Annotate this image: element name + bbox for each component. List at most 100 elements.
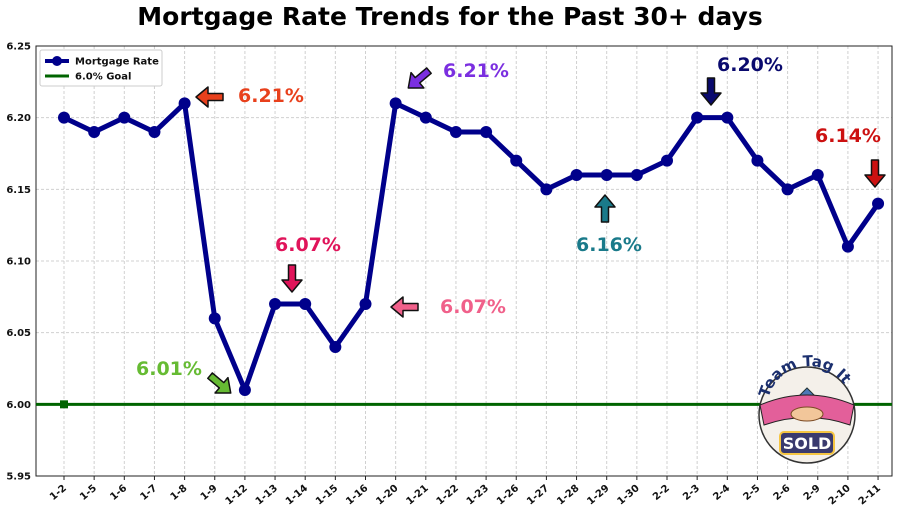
data-point-2-10: [841, 240, 854, 253]
legend-box: [39, 49, 163, 87]
x-tick-label: 1-8: [169, 483, 190, 503]
x-tick-label: 1-28: [555, 483, 581, 508]
data-point-2-2: [661, 154, 673, 167]
series-line-mortgage-rate: [62, 100, 881, 393]
data-point-1-12: [238, 384, 251, 396]
x-tick-label: 1-30: [616, 483, 642, 508]
data-point-1-14: [299, 298, 312, 310]
data-point-2-6: [781, 183, 794, 196]
annotation-label: 6.20%: [717, 54, 783, 76]
sold-badge: [779, 431, 835, 455]
data-point-1-23: [480, 126, 493, 138]
arrow-shape: [594, 194, 616, 223]
y-axis-ticks: 5.95 6.00 6.05 6.10 6.15 6.20 6.25: [6, 42, 31, 483]
arrow-icon: [864, 159, 886, 188]
annotations-group: 6.21% 6.01% 6.07% 6.07% 6.21% 6.16% 6.20% 6.14%: [136, 54, 886, 394]
x-tick-label: 2-5: [741, 483, 762, 503]
x-tick-label: 1-13: [254, 483, 280, 508]
data-point-1-28: [570, 169, 583, 181]
sold-text: SOLD: [783, 434, 832, 453]
data-point-1-20: [389, 97, 402, 110]
arrow-icon: [700, 77, 722, 106]
arrow-icon: [195, 86, 224, 108]
arrow-shape: [407, 67, 432, 89]
data-point-1-7: [148, 126, 161, 138]
chart-title: Mortgage Rate Trends for the Past 30+ da…: [137, 2, 763, 31]
arrow-icon: [594, 194, 616, 223]
y-tick-label: 6.05: [6, 328, 31, 339]
legend-label-goal: 6.0% Goal: [75, 72, 131, 83]
annotation-label: 6.21%: [443, 60, 509, 82]
x-tick-label: 2-10: [827, 483, 853, 508]
y-tick-label: 6.25: [6, 42, 31, 53]
x-tick-label: 1-21: [404, 483, 430, 508]
data-point-2-3: [691, 111, 704, 124]
x-tick-label: 2-9: [802, 483, 823, 503]
data-point-1-16: [359, 298, 372, 310]
x-tick-label: 1-16: [344, 483, 370, 508]
data-point-1-29: [600, 169, 613, 181]
x-tick-label: 1-27: [525, 483, 551, 508]
data-point-1-5: [88, 126, 101, 138]
data-point-1-21: [419, 111, 432, 124]
x-tick-label: 1-7: [138, 483, 159, 503]
data-point-2-5: [751, 154, 764, 167]
data-point-1-6: [118, 111, 131, 124]
plot-frame: [35, 45, 893, 477]
arrow-shape: [700, 77, 722, 106]
x-tick-label: 1-23: [465, 483, 491, 508]
data-point-1-8: [178, 97, 191, 110]
arrow-icon: [407, 67, 432, 89]
arrow-shape: [207, 372, 232, 394]
arrow-shape: [390, 296, 419, 318]
annotation-label: 6.01%: [136, 358, 202, 380]
y-tick-label: 5.95: [6, 472, 31, 483]
x-tick-label: 1-15: [314, 483, 340, 508]
x-tick-label: 2-4: [711, 483, 732, 503]
x-tick-label: 1-5: [78, 483, 99, 503]
data-point-1-9: [208, 312, 221, 325]
arrow-icon: [390, 296, 419, 318]
data-point-1-22: [449, 126, 462, 138]
annotation-label: 6.14%: [815, 125, 881, 147]
data-point-2-4: [721, 111, 734, 124]
arrow-shape: [195, 86, 224, 108]
x-axis-ticks: 1-2 1-5 1-6 1-7 1-8 1-9 1-12 1-13 1-14 1-15 1-16 1-…: [48, 476, 883, 507]
y-tick-label: 6.20: [6, 113, 31, 124]
annotation-label: 6.21%: [238, 85, 304, 107]
x-tick-label: 1-26: [495, 483, 521, 508]
goal-marker: [60, 400, 68, 409]
series-group: [58, 97, 885, 396]
data-point-1-26: [510, 154, 523, 167]
x-tick-label: 1-29: [585, 483, 611, 508]
annotation-label: 6.07%: [440, 296, 506, 318]
annotation-label: 6.16%: [576, 234, 642, 256]
x-tick-label: 1-22: [435, 483, 461, 508]
arrow-shape: [281, 264, 303, 293]
x-tick-label: 2-3: [681, 483, 702, 503]
data-point-1-2: [58, 111, 70, 124]
arrow-shape: [864, 159, 886, 188]
data-point-1-27: [540, 183, 553, 196]
x-tick-label: 2-2: [651, 483, 672, 503]
goal-line-group: [36, 400, 892, 409]
data-point-1-13: [269, 298, 282, 310]
x-tick-label: 1-9: [199, 483, 220, 503]
x-tick-label: 1-12: [224, 483, 250, 508]
x-tick-label: 1-6: [108, 483, 129, 503]
legend-label-rate: Mortgage Rate: [75, 57, 159, 68]
legend-marker-rate: [52, 56, 62, 66]
legend: Mortgage Rate 6.0% Goal: [39, 49, 163, 87]
data-point-2-11: [872, 197, 885, 210]
data-point-1-30: [630, 169, 643, 181]
handshake-icon: [790, 406, 824, 422]
team-tag-it-logo: Team Tag It SOLD: [755, 352, 856, 464]
arrow-icon: [207, 372, 232, 394]
x-tick-label: 1-14: [284, 483, 310, 508]
x-tick-label: 2-11: [857, 483, 883, 508]
annotation-label: 6.07%: [275, 234, 341, 256]
x-tick-label: 1-20: [374, 483, 400, 508]
data-point-2-9: [811, 169, 824, 181]
y-tick-label: 6.00: [6, 400, 31, 411]
